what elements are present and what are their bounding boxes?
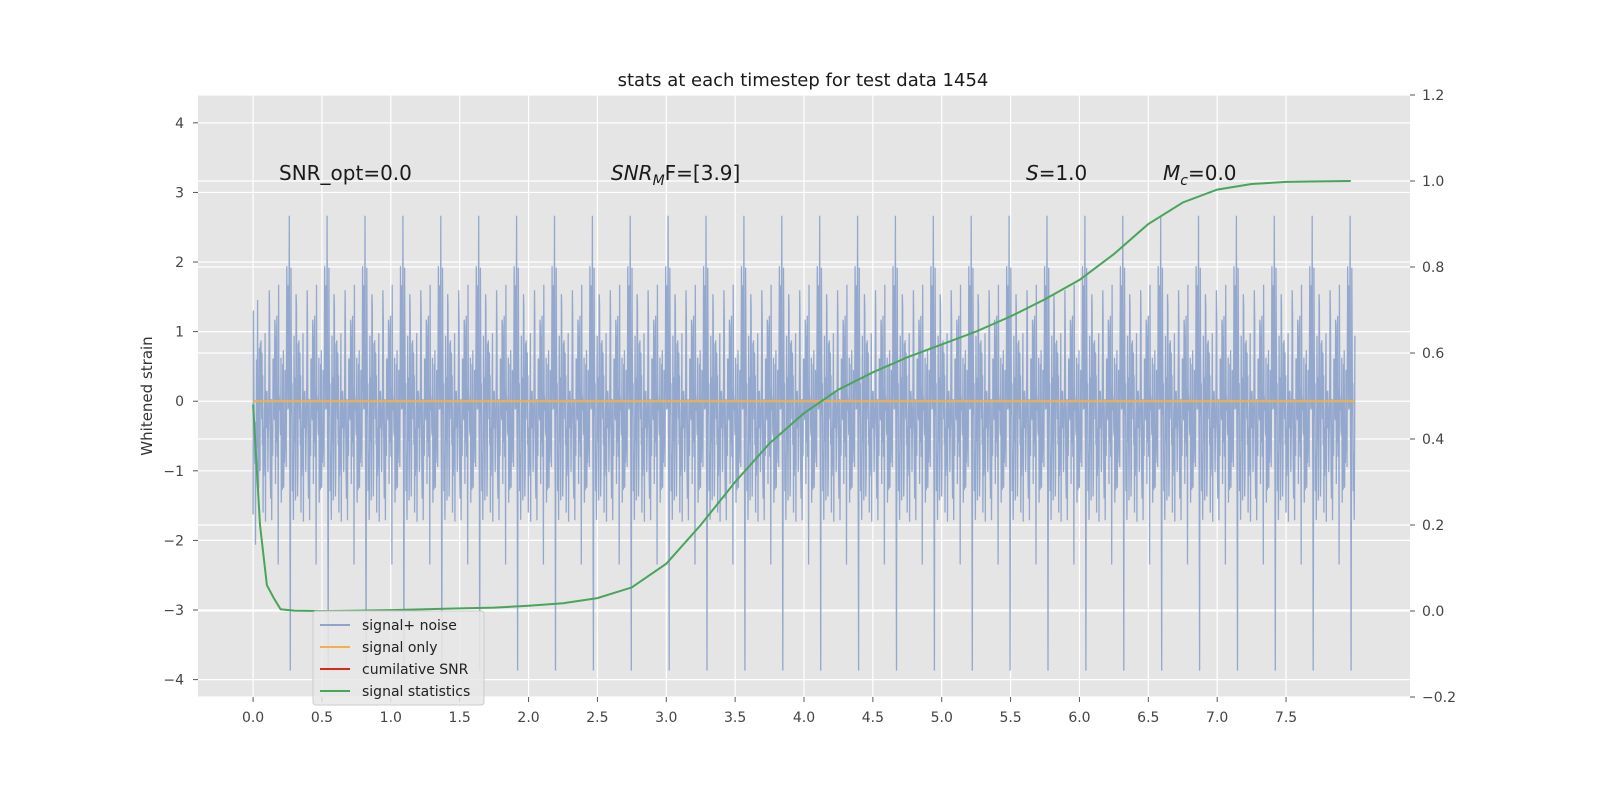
snr-mf-sub: M <box>653 173 665 189</box>
y2-tick-label: 0.4 <box>1422 432 1444 448</box>
y2-tick-label: 0.2 <box>1422 518 1444 534</box>
x-tick-label: 5.5 <box>999 710 1021 726</box>
y2-tick-label: 0.0 <box>1422 604 1444 620</box>
x-tick-label: 1.5 <box>449 710 471 726</box>
x-tick-label: 2.0 <box>517 710 539 726</box>
y2-tick-label: 1.2 <box>1422 88 1444 104</box>
y-tick-label: −3 <box>163 603 184 619</box>
legend-box <box>312 610 485 706</box>
signal-plus-noise-series <box>252 215 1356 671</box>
s-label: S <box>1026 161 1039 185</box>
x-tick-label: 4.0 <box>793 710 815 726</box>
legend-label: cumilative SNR <box>362 662 469 678</box>
y2-tick-label: 0.8 <box>1422 260 1444 276</box>
annotation-snr-mf: SNRMF=[3.9] <box>611 161 740 189</box>
y-tick-label: 4 <box>175 116 184 132</box>
y-axis-label: Whitened strain <box>138 336 156 455</box>
chart-title: stats at each timestep for test data 145… <box>618 70 989 91</box>
mc-base: M <box>1163 161 1180 185</box>
x-tick-label: 7.5 <box>1275 710 1297 726</box>
x-tick-label: 5.0 <box>931 710 953 726</box>
y-tick-label: 2 <box>175 255 184 271</box>
x-tick-label: 6.5 <box>1137 710 1159 726</box>
y-tick-label: 3 <box>175 185 184 201</box>
legend-label: signal only <box>362 640 437 656</box>
annotation-mc: Mc=0.0 <box>1163 161 1237 189</box>
s-value: =1.0 <box>1039 161 1088 185</box>
x-tick-label: 0.0 <box>242 710 264 726</box>
y2-tick-label: 0.6 <box>1422 346 1444 362</box>
mc-sub: c <box>1180 173 1188 189</box>
snr-mf-rest: F=[3.9] <box>665 161 741 185</box>
x-tick-label: 7.0 <box>1206 710 1228 726</box>
y-tick-label: 0 <box>175 394 184 410</box>
x-tick-label: 2.5 <box>586 710 608 726</box>
signal-plus-noise-line <box>252 215 1356 671</box>
x-tick-label: 1.0 <box>380 710 402 726</box>
snr-mf-base: SNR <box>611 161 653 185</box>
x-tick-label: 0.5 <box>311 710 333 726</box>
y2-tick-label: −0.2 <box>1422 690 1456 706</box>
annotation-snr-opt: SNR_opt=0.0 <box>279 161 412 185</box>
x-tick-label: 6.0 <box>1068 710 1090 726</box>
x-tick-label: 3.5 <box>724 710 746 726</box>
y-tick-label: −1 <box>163 464 184 480</box>
legend-label: signal+ noise <box>362 618 457 634</box>
mc-value: =0.0 <box>1188 161 1237 185</box>
x-tick-label: 3.0 <box>655 710 677 726</box>
legend-label: signal statistics <box>362 684 470 700</box>
x-tick-label: 4.5 <box>862 710 884 726</box>
legend: signal+ noise signal only cumilative SNR si… <box>312 610 485 706</box>
axis-ticks: 0.0 0.5 1.0 1.5 2.0 2.5 3.0 3.5 4.0 4.5 5.0 5.5 6.0 6… <box>163 88 1456 726</box>
annotation-s: S=1.0 <box>1026 161 1087 185</box>
y-tick-label: −4 <box>163 673 184 689</box>
y-tick-label: 1 <box>175 325 184 341</box>
annotations: SNR_opt=0.0 SNRMF=[3.9] S=1.0 Mc=0.0 <box>279 161 1237 189</box>
y-tick-label: −2 <box>163 533 184 549</box>
y2-tick-label: 1.0 <box>1422 174 1444 190</box>
